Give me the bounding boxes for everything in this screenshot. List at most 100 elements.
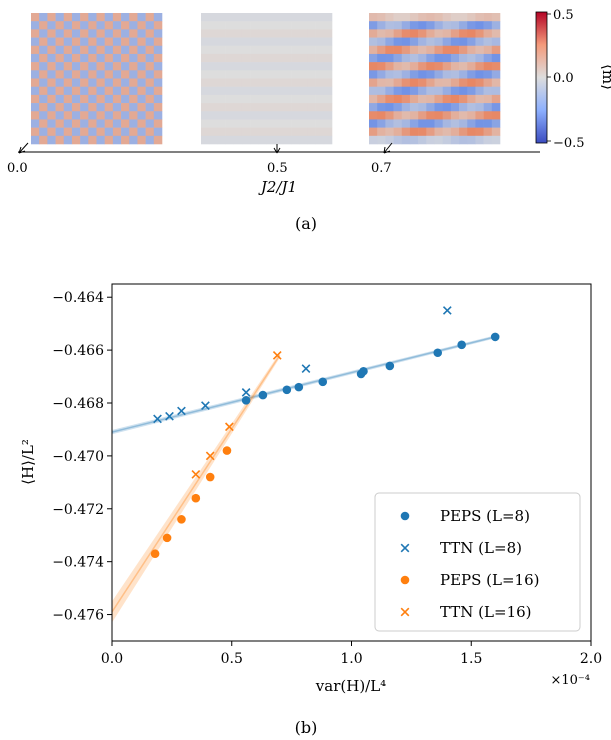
- heatmap-cell: [104, 119, 114, 128]
- heatmap-cell: [434, 127, 443, 137]
- heatmap-cell: [201, 127, 210, 137]
- heatmap-cell: [418, 135, 427, 145]
- heatmap-cell: [80, 45, 89, 55]
- heatmap-cell: [282, 13, 292, 22]
- heatmap-cell: [291, 78, 300, 87]
- heatmap-cell: [393, 119, 403, 128]
- y-tick-label: −0.474: [52, 555, 104, 571]
- heatmap-cell: [129, 135, 138, 145]
- heatmap-cell: [63, 111, 73, 120]
- heatmap-cell: [31, 119, 40, 128]
- heatmap-cell: [233, 70, 243, 79]
- heatmap-cell: [491, 53, 501, 63]
- heatmap-cell: [377, 21, 386, 30]
- heatmap-cell: [459, 111, 468, 120]
- heatmap-cell: [201, 62, 210, 71]
- heatmap-cell: [369, 21, 378, 30]
- heatmap-cell: [129, 127, 138, 137]
- heatmap-cell: [129, 37, 138, 47]
- heatmap-cell: [209, 70, 218, 79]
- heatmap-cell: [409, 94, 419, 104]
- heatmap-cell: [442, 119, 452, 128]
- heatmap-cell: [450, 37, 460, 47]
- heatmap-cell: [55, 45, 65, 55]
- heatmap-cell: [63, 119, 73, 128]
- colorbar-tick-label: 0.0: [553, 71, 574, 86]
- heatmap-cell: [63, 62, 73, 71]
- fit-line: [111, 336, 496, 433]
- heatmap-cell: [401, 70, 411, 79]
- data-point: [222, 446, 232, 455]
- heatmap-cell: [201, 13, 210, 22]
- heatmap-cell: [409, 78, 419, 87]
- heatmap-cell: [104, 62, 114, 71]
- heatmap-cell: [31, 37, 40, 47]
- heatmap-cell: [483, 127, 493, 137]
- heatmap-cell: [377, 94, 386, 104]
- heatmap-cell: [39, 37, 48, 47]
- heatmap-cell: [88, 94, 97, 104]
- heatmap-cell: [323, 78, 333, 87]
- heatmap-cell: [71, 94, 81, 104]
- heatmap-cell: [71, 70, 81, 79]
- heatmap-cell: [145, 37, 155, 47]
- heatmap-cell: [467, 94, 476, 104]
- heatmap-cell: [233, 53, 243, 63]
- heatmap-cell: [315, 70, 325, 79]
- heatmap-cell: [55, 37, 65, 47]
- data-point: [400, 607, 410, 617]
- heatmap-cell: [104, 21, 114, 30]
- heatmap-cell: [307, 127, 316, 137]
- heatmap-cell: [71, 135, 81, 145]
- arrow-down-icon: [273, 144, 281, 154]
- heatmap-cell: [274, 103, 284, 112]
- heatmap-cell: [307, 13, 316, 22]
- heatmap-cell: [63, 103, 73, 112]
- heatmap-cell: [291, 62, 300, 71]
- heatmap-cell: [291, 53, 300, 63]
- heatmap-cell: [258, 111, 267, 120]
- heatmap-cell: [266, 127, 275, 137]
- heatmap-cell: [153, 29, 163, 38]
- heatmap-cell: [55, 29, 65, 38]
- heatmap-cell: [467, 86, 476, 96]
- heatmap-cell: [450, 86, 460, 96]
- heatmap-cell: [323, 119, 333, 128]
- heatmap-cell: [258, 45, 267, 55]
- heatmap-cell: [71, 86, 81, 96]
- heatmap-cell: [299, 70, 308, 79]
- heatmap-cell: [233, 62, 243, 71]
- heatmap-cell: [145, 13, 155, 22]
- heatmap-cell: [209, 111, 218, 120]
- heatmap-cell: [31, 13, 40, 22]
- heatmap-cell: [39, 45, 48, 55]
- heatmap-cell: [274, 13, 284, 22]
- heatmap-cell: [145, 53, 155, 63]
- phase-tick-label: 0.7: [371, 161, 392, 176]
- heatmap-cell: [112, 86, 122, 96]
- heatmap-cell: [377, 37, 386, 47]
- heatmap-cell: [467, 53, 476, 63]
- heatmap-cell: [475, 45, 484, 55]
- heatmap-stripes: [369, 13, 501, 145]
- data-point: [272, 351, 282, 360]
- heatmap-cell: [385, 21, 394, 30]
- heatmap-cell: [96, 111, 105, 120]
- heatmap-cell: [409, 53, 419, 63]
- heatmap-cell: [47, 53, 56, 63]
- y-tick-label: −0.464: [52, 290, 104, 306]
- heatmap-cell: [299, 37, 308, 47]
- heatmap-cell: [483, 111, 493, 120]
- heatmap-cell: [426, 86, 435, 96]
- heatmap-cell: [418, 119, 427, 128]
- heatmap-cell: [217, 45, 226, 55]
- heatmap-cell: [434, 29, 443, 38]
- heatmap-cell: [55, 119, 65, 128]
- heatmap-cell: [442, 78, 452, 87]
- heatmap-cell: [385, 86, 394, 96]
- heatmap-cell: [418, 53, 427, 63]
- data-point: [490, 332, 500, 342]
- heatmap-cell: [129, 103, 138, 112]
- heatmap-cell: [442, 21, 452, 30]
- y-tick-label: −0.466: [52, 343, 104, 359]
